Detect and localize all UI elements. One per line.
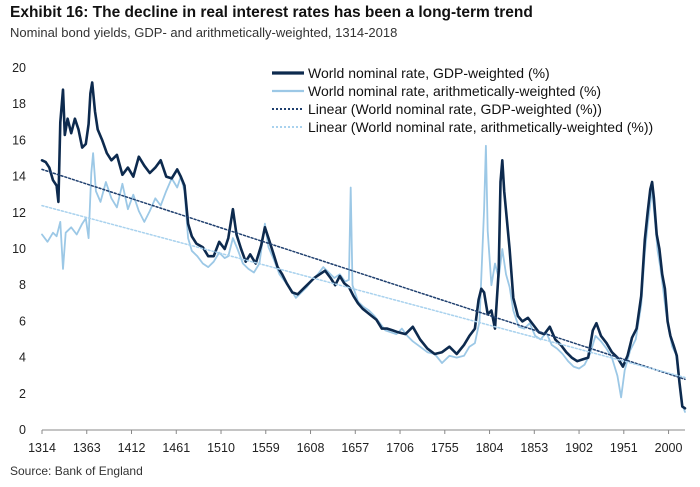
legend-entry-arith-trend: Linear (World nominal rate, arithmetical… <box>272 119 653 135</box>
x-tick-label: 1755 <box>431 441 459 455</box>
x-tick-label: 1853 <box>520 441 548 455</box>
y-tick-label: 16 <box>12 133 26 147</box>
y-tick-label: 2 <box>19 387 26 401</box>
legend-label-gdp: World nominal rate, GDP-weighted (%) <box>308 65 550 81</box>
y-tick-label: 14 <box>12 170 26 184</box>
y-tick-label: 6 <box>19 314 26 328</box>
chart-title: Exhibit 16: The decline in real interest… <box>10 4 533 21</box>
series-layer <box>40 81 687 413</box>
legend-label-arith-trend: Linear (World nominal rate, arithmetical… <box>308 119 653 135</box>
y-tick-label: 18 <box>12 97 26 111</box>
x-tick-label: 1363 <box>73 441 101 455</box>
series-arith-weighted <box>41 144 686 413</box>
x-tick-label: 1314 <box>28 441 56 455</box>
legend-entry-arith: World nominal rate, arithmetically-weigh… <box>272 83 601 99</box>
x-tick-label: 2000 <box>655 441 683 455</box>
x-tick-label: 1951 <box>610 441 638 455</box>
source-note: Source: Bank of England <box>10 464 143 478</box>
x-tick-label: 1804 <box>476 441 504 455</box>
legend-label-arith: World nominal rate, arithmetically-weigh… <box>308 83 601 99</box>
x-tick-label: 1902 <box>565 441 593 455</box>
legend-entry-gdp-trend: Linear (World nominal rate, GDP-weighted… <box>272 101 602 117</box>
y-tick-label: 20 <box>12 61 26 75</box>
x-tick-label: 1706 <box>386 441 414 455</box>
legend-label-gdp-trend: Linear (World nominal rate, GDP-weighted… <box>308 101 602 117</box>
x-tick-label: 1559 <box>252 441 280 455</box>
x-tick-label: 1608 <box>297 441 325 455</box>
axes: 0 2 4 6 8 10 12 14 16 18 20 1314 1363 1412 1461 1510 155… <box>12 61 685 455</box>
legend: World nominal rate, GDP-weighted (%) Wor… <box>272 65 653 135</box>
trend-gdp-weighted <box>41 168 686 381</box>
y-tick-label: 4 <box>19 351 26 365</box>
x-tick-label: 1412 <box>118 441 146 455</box>
y-tick-label: 10 <box>12 242 26 256</box>
y-tick-label: 0 <box>19 423 26 437</box>
series-gdp-weighted <box>40 81 687 410</box>
y-tick-label: 12 <box>12 206 26 220</box>
x-tick-label: 1510 <box>207 441 235 455</box>
legend-entry-gdp: World nominal rate, GDP-weighted (%) <box>272 65 550 81</box>
trend-arith-weighted <box>41 204 686 379</box>
x-tick-label: 1657 <box>341 441 369 455</box>
x-tick-label: 1461 <box>162 441 190 455</box>
chart-subtitle: Nominal bond yields, GDP- and arithmetic… <box>10 25 398 40</box>
y-tick-label: 8 <box>19 278 26 292</box>
